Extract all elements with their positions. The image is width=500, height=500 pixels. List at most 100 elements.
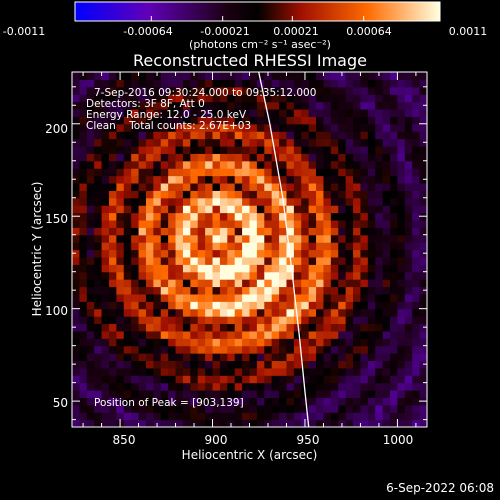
heatmap-cell <box>279 264 288 273</box>
heatmap-cell <box>123 227 132 236</box>
heatmap-cell <box>205 108 214 117</box>
heatmap-cell <box>153 219 162 228</box>
heatmap-cell <box>123 308 132 317</box>
heatmap-cell <box>367 212 376 221</box>
heatmap-cell <box>308 168 317 177</box>
heatmap-cell <box>94 197 103 206</box>
heatmap-cell <box>205 205 214 214</box>
heatmap-cell <box>212 197 221 206</box>
heatmap-cell <box>323 138 332 147</box>
heatmap-cell <box>264 79 273 88</box>
heatmap-cell <box>72 94 80 103</box>
heatmap-cell <box>404 345 413 354</box>
heatmap-cell <box>72 190 80 199</box>
heatmap-cell <box>316 316 325 325</box>
heatmap-cell <box>234 323 243 332</box>
heatmap-cell <box>234 138 243 147</box>
heatmap-cell <box>242 131 251 140</box>
heatmap-cell <box>227 249 236 258</box>
heatmap-cell <box>101 205 110 214</box>
heatmap-cell <box>168 419 177 427</box>
heatmap-cell <box>205 190 214 199</box>
heatmap-cell <box>182 123 191 132</box>
heatmap-cell <box>353 138 362 147</box>
heatmap-cell <box>242 212 251 221</box>
heatmap-cell <box>86 301 95 310</box>
heatmap-cell <box>316 79 325 88</box>
heatmap-cell <box>330 219 339 228</box>
heatmap-cell <box>212 360 221 369</box>
heatmap-cell <box>101 138 110 147</box>
heatmap-cell <box>197 101 206 110</box>
heatmap-cell <box>94 190 103 199</box>
heatmap-cell <box>182 168 191 177</box>
heatmap-cell <box>323 205 332 214</box>
heatmap-cell <box>190 293 199 302</box>
heatmap-cell <box>345 316 354 325</box>
heatmap-cell <box>308 182 317 191</box>
heatmap-cell <box>256 316 265 325</box>
heatmap-cell <box>227 205 236 214</box>
heatmap-cell <box>382 182 391 191</box>
heatmap-cell <box>86 234 95 243</box>
heatmap-cell <box>138 264 147 273</box>
heatmap-cell <box>301 168 310 177</box>
heatmap-cell <box>182 212 191 221</box>
heatmap-cell <box>190 412 199 421</box>
heatmap-cell <box>108 353 117 362</box>
heatmap-cell <box>375 382 384 391</box>
heatmap-cell <box>182 279 191 288</box>
heatmap-cell <box>160 308 169 317</box>
heatmap-cell <box>212 212 221 221</box>
heatmap-cell <box>412 256 421 265</box>
heatmap-cell <box>153 279 162 288</box>
heatmap-cell <box>360 145 369 154</box>
heatmap-cell <box>101 419 110 427</box>
heatmap-cell <box>404 79 413 88</box>
heatmap-cell <box>256 353 265 362</box>
heatmap-cell <box>205 79 214 88</box>
heatmap-cell <box>116 219 125 228</box>
heatmap-cell <box>94 101 103 110</box>
heatmap-cell <box>182 86 191 95</box>
heatmap-cell <box>86 131 95 140</box>
heatmap-cell <box>330 123 339 132</box>
heatmap-cell <box>86 330 95 339</box>
heatmap-cell <box>353 219 362 228</box>
heatmap-cell <box>360 79 369 88</box>
heatmap-cell <box>286 264 295 273</box>
heatmap-cell <box>242 242 251 251</box>
heatmap-cell <box>375 330 384 339</box>
heatmap-cell <box>227 256 236 265</box>
heatmap-cell <box>279 345 288 354</box>
heatmap-cell <box>108 256 117 265</box>
heatmap-cell <box>182 72 191 80</box>
heatmap-cell <box>182 94 191 103</box>
heatmap-cell <box>227 175 236 184</box>
heatmap-cell <box>316 108 325 117</box>
heatmap-cell <box>108 116 117 125</box>
heatmap-cell <box>197 293 206 302</box>
heatmap-cell <box>397 256 406 265</box>
heatmap-cell <box>353 264 362 273</box>
heatmap-cell <box>316 182 325 191</box>
heatmap-cell <box>94 404 103 413</box>
heatmap-cell <box>360 286 369 295</box>
heatmap-cell <box>219 168 228 177</box>
heatmap-cell <box>279 419 288 427</box>
heatmap-cell <box>79 123 88 132</box>
heatmap-cell <box>256 419 265 427</box>
heatmap-cell <box>323 375 332 384</box>
heatmap-cell <box>256 360 265 369</box>
heatmap-cell <box>190 101 199 110</box>
heatmap-cell <box>360 168 369 177</box>
heatmap-cell <box>419 234 427 243</box>
heatmap-cell <box>404 419 413 427</box>
heatmap-cell <box>293 86 302 95</box>
heatmap-cell <box>390 279 399 288</box>
heatmap-cell <box>249 197 258 206</box>
heatmap-cell <box>138 94 147 103</box>
heatmap-cell <box>308 353 317 362</box>
heatmap-cell <box>360 412 369 421</box>
heatmap-cell <box>138 175 147 184</box>
